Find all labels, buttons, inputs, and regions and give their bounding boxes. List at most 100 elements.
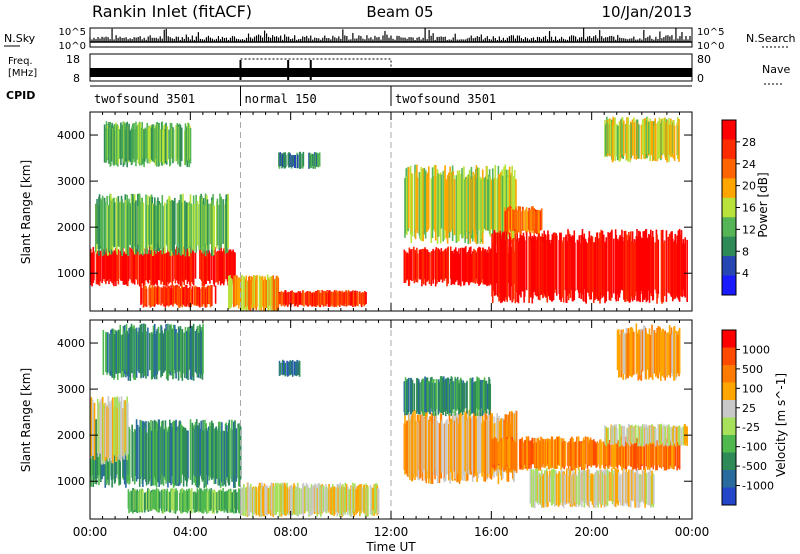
heat-cell bbox=[264, 485, 266, 515]
heat-cell bbox=[512, 237, 515, 300]
heat-cell bbox=[135, 126, 138, 161]
heat-cell bbox=[147, 195, 149, 249]
heat-cell bbox=[128, 247, 130, 279]
heat-cell bbox=[294, 154, 297, 169]
heat-cell bbox=[216, 198, 219, 246]
heat-cell bbox=[520, 234, 522, 298]
heat-cell bbox=[189, 419, 192, 480]
time-tick-label: 00:00 bbox=[675, 525, 710, 539]
heat-cell bbox=[643, 437, 646, 470]
heat-cell bbox=[229, 249, 232, 285]
heat-cell bbox=[250, 487, 253, 513]
heat-cell bbox=[452, 253, 455, 285]
heat-cell bbox=[128, 492, 130, 514]
heat-cell bbox=[231, 492, 234, 513]
heat-cell bbox=[629, 231, 632, 300]
colorbar-tick-label: 4 bbox=[742, 267, 749, 280]
heat-cell bbox=[617, 240, 619, 302]
colorbar-swatch bbox=[722, 365, 736, 383]
heat-cell bbox=[485, 380, 488, 414]
heat-cell bbox=[444, 165, 446, 231]
heat-cell bbox=[609, 472, 611, 501]
heat-cell bbox=[555, 473, 558, 505]
heat-cell bbox=[555, 235, 558, 296]
heat-cell bbox=[233, 275, 236, 307]
colorbar-swatch bbox=[722, 256, 736, 277]
heat-cell bbox=[653, 475, 655, 505]
heat-cell bbox=[179, 288, 182, 307]
heat-cell bbox=[95, 249, 98, 285]
heat-cell bbox=[160, 287, 162, 306]
heat-cell bbox=[512, 176, 514, 242]
heat-cell bbox=[365, 292, 367, 305]
heat-cell bbox=[435, 415, 438, 476]
heat-cell bbox=[227, 275, 230, 309]
heat-cell bbox=[284, 362, 286, 377]
heat-cell bbox=[182, 193, 184, 255]
colorbar-swatch bbox=[722, 487, 736, 506]
heat-cell bbox=[416, 177, 419, 233]
heat-cell bbox=[155, 287, 158, 304]
heat-cell bbox=[579, 442, 582, 467]
heat-cell bbox=[628, 332, 630, 376]
cpid-label: CPID bbox=[6, 89, 35, 102]
heat-cell bbox=[108, 401, 111, 459]
heat-cell bbox=[616, 329, 619, 371]
heat-cell bbox=[191, 286, 194, 305]
colorbar-tick-label: -25 bbox=[742, 421, 760, 434]
heat-cell bbox=[605, 438, 608, 465]
heat-cell bbox=[97, 253, 100, 285]
heat-cell bbox=[93, 402, 96, 461]
heat-cell bbox=[523, 240, 526, 297]
heat-cell bbox=[302, 151, 305, 167]
heat-cell bbox=[175, 488, 177, 512]
heat-cell bbox=[414, 420, 417, 477]
heat-cell bbox=[265, 279, 268, 308]
heat-cell bbox=[658, 117, 661, 158]
heat-cell bbox=[429, 377, 432, 409]
heat-cell bbox=[489, 383, 492, 411]
heat-cell bbox=[422, 168, 424, 242]
heat-cell bbox=[230, 278, 233, 308]
heat-cell bbox=[644, 468, 646, 508]
heat-cell bbox=[525, 229, 528, 291]
heat-cell bbox=[179, 247, 182, 287]
heat-cell bbox=[643, 325, 645, 370]
heat-cell bbox=[463, 382, 466, 409]
velocity-ylabel: Slant Range [km] bbox=[19, 368, 33, 472]
heat-cell bbox=[367, 486, 369, 517]
heat-cell bbox=[143, 492, 146, 513]
heat-cell bbox=[594, 237, 597, 298]
time-tick-label: 00:00 bbox=[73, 525, 108, 539]
heat-cell bbox=[298, 361, 301, 377]
heat-cell bbox=[618, 442, 621, 465]
y-tick-label: 1000 bbox=[57, 475, 85, 488]
heat-cell bbox=[235, 492, 238, 513]
heat-cell bbox=[220, 196, 223, 248]
heat-cell bbox=[575, 475, 578, 505]
heat-cell bbox=[547, 475, 550, 503]
heat-cell bbox=[101, 195, 104, 257]
heat-cell bbox=[296, 154, 299, 169]
colorbar-tick-label: 28 bbox=[742, 136, 756, 149]
heat-cell bbox=[407, 377, 410, 412]
heat-cell bbox=[320, 292, 322, 306]
heat-cell bbox=[236, 279, 239, 305]
heat-cell bbox=[660, 440, 663, 469]
heat-cell bbox=[209, 422, 211, 479]
heat-cell bbox=[105, 331, 107, 373]
heat-cell bbox=[518, 238, 520, 295]
heat-cell bbox=[153, 197, 156, 248]
heat-cell bbox=[630, 123, 633, 158]
heat-cell bbox=[133, 250, 136, 285]
heat-cell bbox=[185, 202, 188, 247]
heat-cell bbox=[552, 232, 555, 301]
heat-cell bbox=[407, 167, 410, 229]
heat-cell bbox=[619, 424, 621, 447]
heat-cell bbox=[150, 430, 153, 486]
heat-cell bbox=[678, 118, 680, 162]
heat-cell bbox=[337, 291, 340, 306]
heat-cell bbox=[538, 440, 540, 469]
heat-cell bbox=[437, 173, 440, 237]
heat-cell bbox=[163, 202, 166, 254]
